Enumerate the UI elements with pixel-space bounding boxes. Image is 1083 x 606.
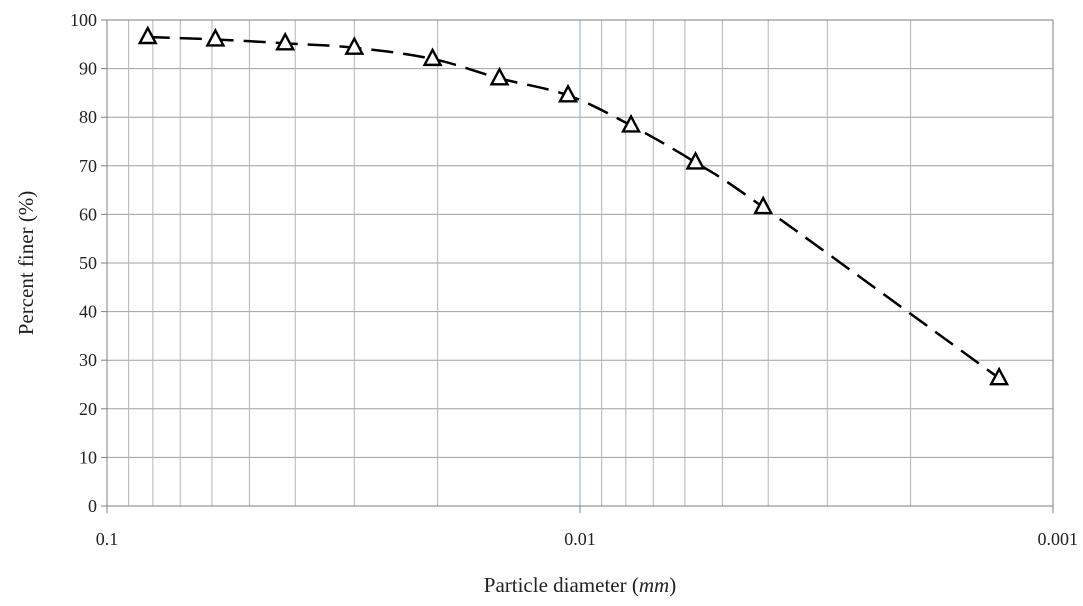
data-point-triangle (753, 195, 774, 215)
y-tick-label: 50 (79, 253, 97, 273)
gridlines (107, 20, 1053, 506)
data-point-triangle (558, 83, 579, 103)
data-point-triangle (344, 36, 365, 55)
x-axis-title-text: Particle diameter (484, 573, 627, 597)
y-axis-title: Percent finer (%) (14, 191, 38, 336)
data-point-triangle (489, 66, 510, 86)
data-point-triangle (989, 366, 1010, 386)
y-axis-ticks: 0 10 20 30 40 50 60 70 80 90 100 (70, 10, 107, 516)
x-axis-ticks: 0.1 0.01 0.001 (96, 506, 1078, 549)
x-tick-label: 0.001 (1038, 529, 1079, 549)
x-tick-label: 0.01 (564, 529, 596, 549)
y-tick-label: 0 (88, 496, 97, 516)
y-tick-label: 70 (79, 156, 97, 176)
data-point-triangle (685, 150, 706, 170)
y-tick-label: 30 (79, 350, 97, 370)
data-point-triangle (137, 25, 158, 45)
data-point-triangle (275, 31, 296, 51)
y-tick-label: 60 (79, 204, 97, 224)
x-tick-label: 0.1 (96, 529, 119, 549)
y-tick-label: 10 (79, 447, 97, 467)
x-axis-title-unit: mm (639, 573, 669, 597)
series-markers (137, 25, 1010, 386)
data-point-triangle (621, 113, 642, 133)
y-tick-label: 20 (79, 399, 97, 419)
x-axis-title: Particle diameter (mm) (484, 573, 676, 597)
y-tick-label: 90 (79, 59, 97, 79)
y-tick-label: 80 (79, 107, 97, 127)
y-tick-label: 40 (79, 302, 97, 322)
series-line (147, 35, 1000, 380)
y-tick-label: 100 (70, 10, 97, 30)
data-point-triangle (205, 27, 226, 47)
data-point-triangle (422, 47, 443, 67)
